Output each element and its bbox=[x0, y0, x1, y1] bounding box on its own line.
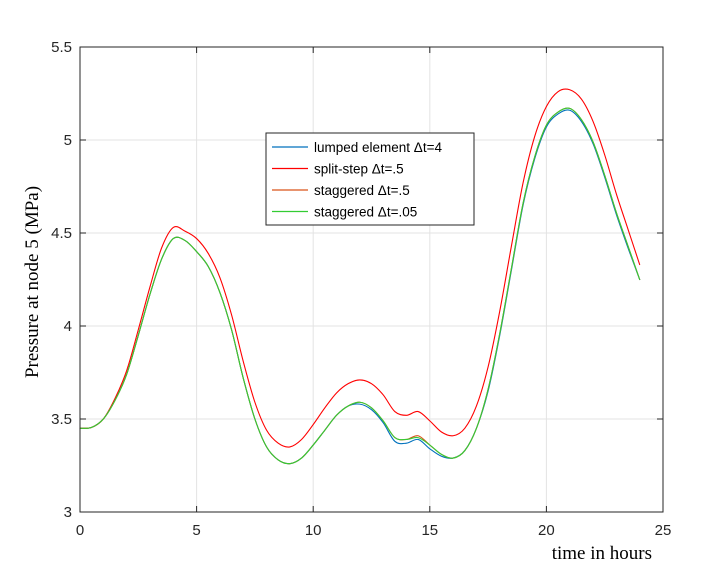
legend-label: split-step Δt=.5 bbox=[314, 162, 404, 177]
series-line-4 bbox=[79, 107, 641, 465]
y-tick-label: 5 bbox=[64, 132, 72, 149]
x-tick-label: 15 bbox=[421, 522, 438, 539]
x-tick-label: 0 bbox=[76, 522, 84, 539]
y-tick-label: 4.5 bbox=[51, 225, 72, 242]
y-axis-label: Pressure at node 5 (MPa) bbox=[22, 186, 43, 378]
y-tick-label: 3 bbox=[64, 504, 72, 521]
legend-label: staggered Δt=.5 bbox=[314, 183, 410, 198]
y-tick-labels: 3 3.5 4 4.5 5 5.5 bbox=[51, 39, 72, 521]
x-tick-label: 20 bbox=[538, 522, 555, 539]
y-tick-label: 4 bbox=[64, 318, 72, 335]
legend-label: staggered Δt=.05 bbox=[314, 205, 417, 220]
x-tick-label: 10 bbox=[305, 522, 322, 539]
axis-ticks bbox=[79, 46, 664, 513]
legend-label: lumped element Δt=4 bbox=[314, 140, 442, 155]
axes-box bbox=[79, 46, 664, 513]
series-lines bbox=[79, 88, 641, 465]
x-tick-labels: 0 5 10 15 20 25 bbox=[76, 522, 672, 539]
legend-box bbox=[265, 132, 475, 226]
legend: lumped element Δt=4 split-step Δt=.5 stagg… bbox=[265, 132, 475, 226]
x-tick-label: 25 bbox=[655, 522, 672, 539]
y-tick-label: 3.5 bbox=[51, 411, 72, 428]
series-line-2 bbox=[79, 88, 641, 448]
x-axis-label: time in hours bbox=[552, 543, 652, 564]
y-tick-label: 5.5 bbox=[51, 39, 72, 56]
x-tick-label: 5 bbox=[192, 522, 200, 539]
plot-area bbox=[80, 47, 663, 512]
